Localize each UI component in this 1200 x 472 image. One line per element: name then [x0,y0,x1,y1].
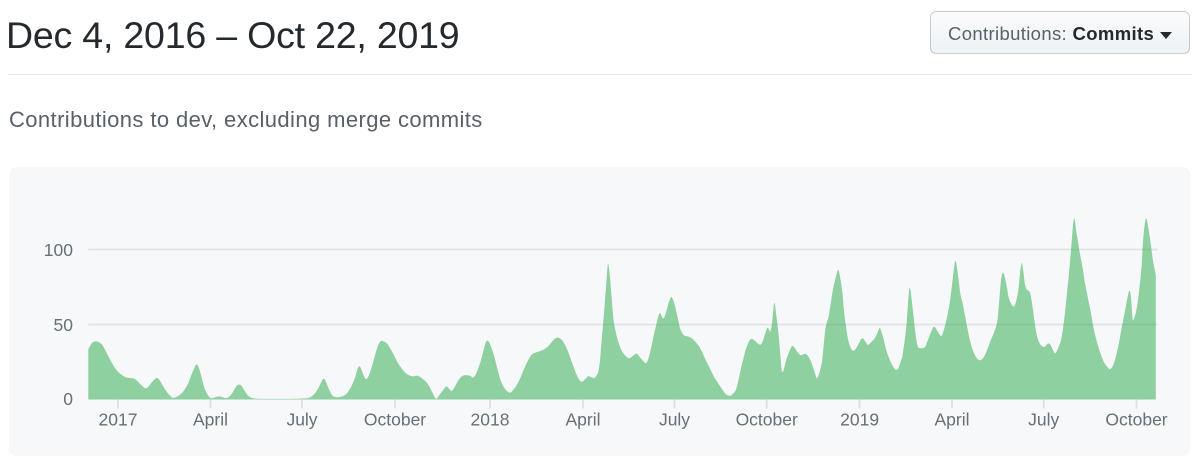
svg-text:October: October [1105,410,1167,430]
svg-text:100: 100 [44,240,73,260]
svg-text:October: October [364,410,426,430]
svg-text:October: October [736,410,798,430]
svg-text:April: April [934,410,969,430]
svg-text:July: July [659,410,690,430]
svg-text:April: April [565,410,600,430]
svg-text:July: July [286,410,317,430]
svg-text:2018: 2018 [471,410,510,430]
svg-text:0: 0 [63,389,73,409]
svg-text:April: April [193,410,228,430]
svg-text:50: 50 [54,315,74,335]
svg-text:2019: 2019 [840,410,879,430]
svg-text:2017: 2017 [99,410,138,430]
svg-text:July: July [1028,410,1059,430]
